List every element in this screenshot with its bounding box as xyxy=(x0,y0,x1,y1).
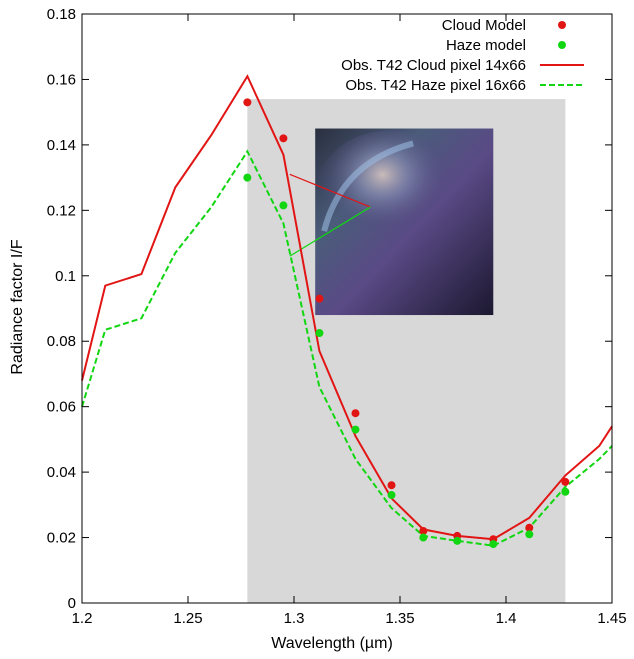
y-tick-label: 0.14 xyxy=(47,137,76,154)
x-tick-label: 1.35 xyxy=(385,610,414,627)
series-point-0 xyxy=(387,481,396,490)
series-point-1 xyxy=(387,491,396,500)
legend-swatch-0 xyxy=(558,21,566,29)
inset-image xyxy=(315,128,494,316)
y-tick-label: 0.1 xyxy=(55,268,76,285)
series-point-0 xyxy=(243,98,252,107)
series-point-0 xyxy=(351,409,360,418)
series-point-1 xyxy=(561,487,570,496)
legend-label-2: Obs. T42 Cloud pixel 14x66 xyxy=(341,57,526,74)
series-point-1 xyxy=(279,201,288,210)
series-line-3 xyxy=(81,149,613,547)
y-tick-label: 0.12 xyxy=(47,202,76,219)
x-tick-label: 1.2 xyxy=(72,610,93,627)
series-point-1 xyxy=(489,540,498,549)
y-tick-label: 0.02 xyxy=(47,530,76,547)
series-point-1 xyxy=(525,530,534,539)
y-tick-label: 0.16 xyxy=(47,71,76,88)
series-point-1 xyxy=(351,425,360,434)
legend-label-1: Haze model xyxy=(446,37,526,54)
x-axis-title: Wavelength (µm) xyxy=(271,635,393,652)
y-axis-title: Radiance factor I/F xyxy=(9,239,26,374)
series-point-0 xyxy=(315,294,324,303)
series-point-1 xyxy=(419,533,428,542)
series-point-0 xyxy=(419,527,428,536)
x-tick-label: 1.25 xyxy=(173,610,202,627)
series-point-1 xyxy=(243,173,252,182)
x-tick-label: 1.3 xyxy=(284,610,305,627)
series-point-1 xyxy=(315,329,324,338)
legend-swatch-1 xyxy=(558,41,566,49)
y-tick-label: 0 xyxy=(68,595,76,612)
series-point-1 xyxy=(453,536,462,545)
x-tick-label: 1.4 xyxy=(496,610,517,627)
series-point-0 xyxy=(561,477,570,486)
inset-cloud-glow xyxy=(315,130,465,258)
inset-limb xyxy=(321,140,414,232)
y-tick-label: 0.06 xyxy=(47,399,76,416)
plot-frame xyxy=(81,13,613,604)
cloud-pointer-line xyxy=(289,173,371,208)
series-line-2 xyxy=(81,74,613,541)
legend-label-0: Cloud Model xyxy=(442,17,526,34)
y-tick-label: 0.08 xyxy=(47,333,76,350)
series-point-0 xyxy=(525,523,534,532)
y-tick-label: 0.04 xyxy=(47,464,76,481)
legend-label-3: Obs. T42 Haze pixel 16x66 xyxy=(345,77,526,94)
series-point-0 xyxy=(279,134,288,143)
y-tick-label: 0.18 xyxy=(47,6,76,23)
x-tick-label: 1.45 xyxy=(597,610,626,627)
haze-pointer-line xyxy=(289,206,371,257)
